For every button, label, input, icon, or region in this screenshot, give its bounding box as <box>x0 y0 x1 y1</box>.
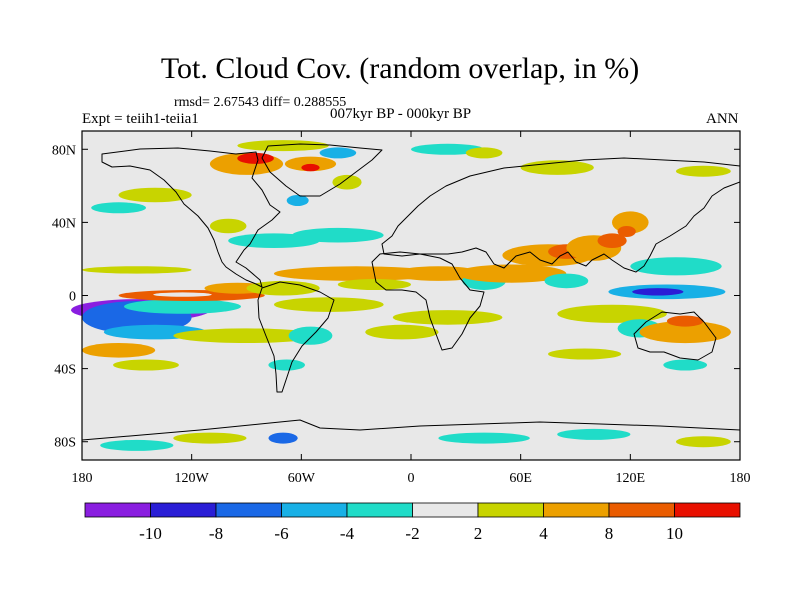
anomaly-patch-45 <box>319 147 357 159</box>
anomaly-patch-44 <box>301 163 320 172</box>
anomaly-patch-22 <box>392 266 485 281</box>
anomaly-patch-49 <box>411 143 485 155</box>
anomaly-patch-21 <box>392 310 503 325</box>
season-label: ANN <box>706 111 739 127</box>
anomaly-patch-18 <box>82 343 156 358</box>
anomaly-patch-11 <box>337 279 411 290</box>
coastlines <box>82 143 740 441</box>
anomaly-patch-14 <box>209 218 247 234</box>
y-tick-label-1: 40N <box>52 216 76 231</box>
anomaly-patch-10 <box>273 266 439 281</box>
colorbar-swatch-9 <box>674 502 741 518</box>
experiment-label: Expt = teiih1-teiia1 <box>82 111 199 127</box>
anomaly-patch-17 <box>365 324 439 340</box>
anomaly-patch-47 <box>286 195 309 206</box>
stats-label: rmsd= 2.67543 diff= 0.288555 <box>174 95 347 110</box>
anomaly-patch-38 <box>666 315 704 327</box>
y-axis: 80N 40N 0 40S 80S <box>52 143 740 451</box>
anomaly-patch-24 <box>456 264 567 283</box>
anomaly-patch-50 <box>465 147 503 159</box>
anomaly-patch-57 <box>438 432 530 444</box>
colorbar: -10 -8 -6 -4 -2 2 4 8 10 <box>84 502 741 543</box>
anomaly-patch-32 <box>630 257 722 276</box>
x-tick-label-6: 180 <box>730 471 751 486</box>
colorbar-swatch-1 <box>150 502 217 518</box>
colorbar-swatch-8 <box>608 502 675 518</box>
anomaly-patch-5 <box>153 292 212 297</box>
colorbar-swatch-4 <box>346 502 413 518</box>
anomaly-patch-9 <box>274 297 384 312</box>
coast-south-america <box>257 281 335 393</box>
anomaly-patch-43 <box>284 156 337 172</box>
anomaly-patch-39 <box>548 348 622 360</box>
anomaly-patch-48 <box>332 174 362 190</box>
anomaly-patch-15 <box>173 328 320 344</box>
colorbar-label-8: 10 <box>666 524 683 543</box>
anomaly-patch-20 <box>268 359 306 371</box>
x-axis: 180 120W 60W 0 60E 120E 180 <box>72 131 751 486</box>
y-tick-label-0: 80N <box>52 143 76 158</box>
anomaly-patch-29 <box>597 233 627 248</box>
map-area <box>71 131 740 460</box>
x-tick-label-5: 120E <box>616 471 646 486</box>
x-tick-label-2: 60W <box>288 471 316 486</box>
colorbar-swatch-6 <box>477 502 544 518</box>
colorbar-label-7: 8 <box>605 524 614 543</box>
anomaly-patch-56 <box>268 432 298 444</box>
y-tick-label-2: 0 <box>69 290 76 305</box>
anomaly-patch-7 <box>82 266 192 274</box>
coast-greenland <box>261 143 383 197</box>
anomaly-patch-60 <box>100 439 174 451</box>
anomaly-patch-53 <box>118 187 192 203</box>
anomaly-patch-16 <box>288 326 333 345</box>
colorbar-label-3: -4 <box>340 524 355 543</box>
anomaly-patch-58 <box>557 428 631 440</box>
anomaly-patch-52 <box>676 165 731 177</box>
colorbar-label-1: -8 <box>209 524 223 543</box>
anomaly-patch-51 <box>520 160 594 175</box>
anomaly-patch-55 <box>173 432 247 444</box>
anomaly-patch-40 <box>663 359 708 371</box>
anomaly-patch-8 <box>246 280 320 296</box>
coast-africa <box>371 251 485 351</box>
chart-title: Tot. Cloud Cov. (random overlap, in %) <box>160 52 640 85</box>
period-label: 007kyr BP - 000kyr BP <box>330 106 472 122</box>
anomaly-patch-54 <box>91 202 146 214</box>
x-tick-label-3: 0 <box>408 471 415 486</box>
anomaly-patch-27 <box>544 273 589 289</box>
coast-australia <box>633 311 717 361</box>
colorbar-label-2: -6 <box>274 524 288 543</box>
coast-antarctica <box>82 419 740 441</box>
x-tick-label-4: 60E <box>509 471 532 486</box>
colorbar-swatch-3 <box>281 502 348 518</box>
x-tick-label-1: 120W <box>175 471 210 486</box>
colorbar-swatch-2 <box>215 502 282 518</box>
colorbar-swatch-0 <box>84 502 151 518</box>
colorbar-label-4: -2 <box>405 524 419 543</box>
y-tick-label-3: 40S <box>54 363 76 378</box>
anomaly-patch-35 <box>557 304 667 323</box>
anomaly-patch-13 <box>292 227 384 243</box>
anomaly-patch-59 <box>676 436 731 448</box>
x-tick-label-0: 180 <box>72 471 93 486</box>
anomaly-patch-31 <box>617 226 636 237</box>
colorbar-label-0: -10 <box>139 524 162 543</box>
colorbar-label-5: 2 <box>474 524 483 543</box>
coast-eurasia <box>381 157 740 273</box>
anomaly-patch-42 <box>237 152 274 164</box>
anomaly-patch-34 <box>632 288 684 296</box>
colorbar-swatch-5 <box>412 502 479 518</box>
anomaly-patch-46 <box>237 140 329 152</box>
anomaly-patch-19 <box>113 359 179 371</box>
anomaly-patch-3 <box>124 299 241 314</box>
coast-north-america <box>101 147 281 288</box>
colorbar-swatch-7 <box>543 502 610 518</box>
colorbar-label-6: 4 <box>539 524 548 543</box>
y-tick-label-4: 80S <box>54 436 76 451</box>
